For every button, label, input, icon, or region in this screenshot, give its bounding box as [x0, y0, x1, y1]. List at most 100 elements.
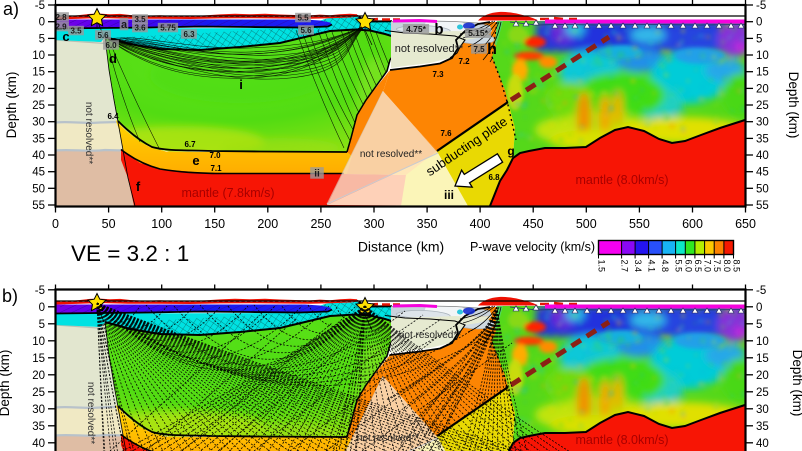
svg-text:40: 40 [756, 150, 769, 162]
svg-text:25: 25 [32, 387, 45, 399]
svg-text:10: 10 [756, 336, 769, 348]
svg-text:5.75: 5.75 [160, 23, 176, 32]
svg-text:a: a [121, 19, 128, 31]
svg-text:20: 20 [32, 370, 45, 382]
svg-text:6.0: 6.0 [683, 260, 693, 273]
svg-text:5: 5 [756, 319, 762, 331]
svg-text:4.75*: 4.75* [406, 24, 427, 34]
svg-text:d: d [109, 51, 117, 66]
svg-text:55: 55 [32, 200, 45, 212]
svg-text:g: g [507, 144, 514, 158]
svg-text:150: 150 [204, 217, 225, 231]
svg-text:not resolved**: not resolved** [395, 43, 464, 55]
svg-text:6.8: 6.8 [488, 173, 500, 182]
svg-text:-5: -5 [35, 285, 45, 297]
svg-text:7.6: 7.6 [440, 129, 452, 138]
svg-text:15: 15 [756, 353, 769, 365]
svg-text:7.2: 7.2 [458, 57, 470, 66]
svg-text:5.6: 5.6 [97, 31, 109, 40]
svg-text:40: 40 [756, 438, 769, 450]
svg-text:5: 5 [39, 319, 45, 331]
svg-text:6.4: 6.4 [107, 112, 119, 121]
svg-text:ii: ii [314, 169, 320, 180]
svg-text:25: 25 [32, 100, 45, 112]
svg-text:6.7: 6.7 [184, 140, 196, 149]
svg-text:8.5: 8.5 [732, 260, 742, 273]
svg-text:3.5: 3.5 [70, 26, 82, 35]
svg-text:VE = 3.2 : 1: VE = 3.2 : 1 [71, 241, 189, 266]
svg-text:30: 30 [756, 117, 769, 129]
svg-text:i: i [239, 77, 243, 92]
svg-text:f: f [136, 179, 141, 194]
svg-text:45: 45 [32, 167, 45, 179]
svg-text:b): b) [2, 286, 18, 306]
svg-text:6.3: 6.3 [183, 30, 195, 39]
svg-text:50: 50 [756, 183, 769, 195]
svg-text:350: 350 [417, 217, 438, 231]
svg-text:-5: -5 [756, 285, 766, 297]
svg-text:10: 10 [32, 336, 45, 348]
svg-text:20: 20 [756, 83, 769, 95]
svg-text:45: 45 [756, 167, 769, 179]
svg-text:35: 35 [756, 133, 769, 145]
svg-text:50: 50 [102, 217, 116, 231]
svg-text:7.5: 7.5 [473, 45, 485, 54]
svg-text:3.4: 3.4 [633, 260, 643, 273]
svg-text:400: 400 [470, 217, 491, 231]
svg-text:15: 15 [32, 67, 45, 79]
svg-text:30: 30 [32, 117, 45, 129]
svg-text:a): a) [3, 0, 19, 19]
svg-text:25: 25 [756, 387, 769, 399]
svg-text:0: 0 [39, 302, 45, 314]
svg-text:30: 30 [756, 404, 769, 416]
svg-text:0: 0 [39, 17, 45, 29]
svg-text:h: h [487, 41, 497, 58]
svg-text:0: 0 [52, 217, 59, 231]
svg-text:2.9: 2.9 [55, 22, 67, 31]
svg-text:5.5: 5.5 [674, 260, 684, 273]
svg-text:25: 25 [756, 100, 769, 112]
svg-text:55: 55 [756, 200, 769, 212]
svg-text:30: 30 [32, 404, 45, 416]
svg-text:6.0: 6.0 [105, 41, 117, 50]
svg-text:7.0: 7.0 [209, 151, 221, 160]
svg-text:5.5: 5.5 [297, 13, 309, 22]
svg-text:Depth (km): Depth (km) [790, 350, 802, 417]
svg-text:3.6: 3.6 [134, 23, 146, 32]
svg-text:c: c [62, 29, 69, 44]
svg-text:20: 20 [32, 83, 45, 95]
svg-text:Depth (km): Depth (km) [786, 72, 801, 139]
svg-text:not resolved**: not resolved** [360, 149, 422, 160]
svg-text:P-wave velocity (km/s): P-wave velocity (km/s) [470, 240, 595, 254]
svg-text:250: 250 [310, 217, 331, 231]
svg-text:100: 100 [151, 217, 172, 231]
svg-text:7.0: 7.0 [703, 260, 713, 273]
svg-text:Depth (km): Depth (km) [4, 72, 19, 139]
svg-text:not resolved**: not resolved** [399, 330, 461, 341]
svg-text:35: 35 [32, 421, 45, 433]
svg-text:iii: iii [444, 188, 454, 202]
svg-text:0: 0 [756, 17, 762, 29]
svg-text:5: 5 [39, 33, 45, 45]
svg-text:200: 200 [257, 217, 278, 231]
svg-text:40: 40 [32, 150, 45, 162]
svg-text:e: e [192, 153, 199, 168]
svg-text:not resolved**: not resolved** [85, 382, 96, 444]
svg-text:300: 300 [364, 217, 385, 231]
svg-text:3.5: 3.5 [134, 15, 146, 24]
svg-text:mantle (7.8km/s): mantle (7.8km/s) [181, 186, 274, 200]
svg-text:600: 600 [682, 217, 703, 231]
svg-text:8.0: 8.0 [722, 260, 732, 273]
svg-text:35: 35 [756, 421, 769, 433]
svg-text:mantle (8.0km/s): mantle (8.0km/s) [575, 433, 668, 447]
svg-text:50: 50 [32, 183, 45, 195]
svg-text:2.8: 2.8 [55, 13, 67, 22]
svg-text:not resolved**: not resolved** [83, 102, 94, 164]
svg-text:35: 35 [32, 133, 45, 145]
svg-text:15: 15 [756, 67, 769, 79]
svg-text:6.5: 6.5 [693, 260, 703, 273]
svg-text:-5: -5 [35, 0, 45, 12]
svg-text:10: 10 [32, 50, 45, 62]
svg-text:450: 450 [523, 217, 544, 231]
svg-text:7.1: 7.1 [210, 164, 222, 173]
